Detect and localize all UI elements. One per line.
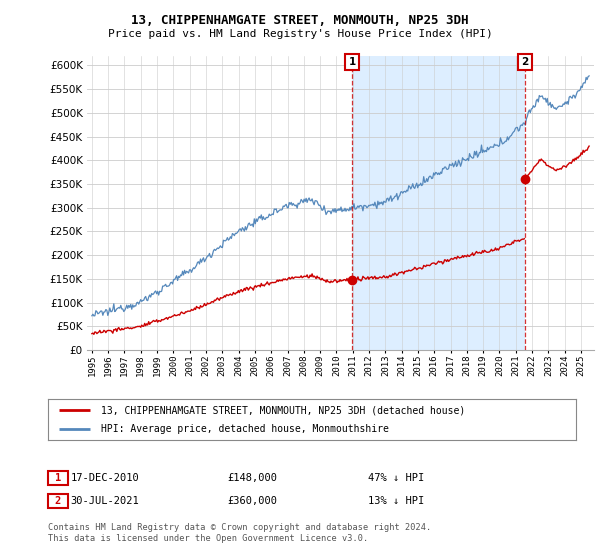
Text: 13, CHIPPENHAMGATE STREET, MONMOUTH, NP25 3DH (detached house): 13, CHIPPENHAMGATE STREET, MONMOUTH, NP2… <box>101 405 465 415</box>
Text: 17-DEC-2010: 17-DEC-2010 <box>71 473 139 483</box>
Text: 1: 1 <box>55 473 61 483</box>
Bar <box>352 56 525 350</box>
Text: £148,000: £148,000 <box>227 473 277 483</box>
Text: 13% ↓ HPI: 13% ↓ HPI <box>368 496 424 506</box>
Text: 2: 2 <box>55 496 61 506</box>
Text: 2: 2 <box>521 57 529 67</box>
Text: 1: 1 <box>349 57 356 67</box>
Text: Price paid vs. HM Land Registry's House Price Index (HPI): Price paid vs. HM Land Registry's House … <box>107 29 493 39</box>
Text: £360,000: £360,000 <box>227 496 277 506</box>
Text: Contains HM Land Registry data © Crown copyright and database right 2024.
This d: Contains HM Land Registry data © Crown c… <box>48 524 431 543</box>
Text: 13, CHIPPENHAMGATE STREET, MONMOUTH, NP25 3DH: 13, CHIPPENHAMGATE STREET, MONMOUTH, NP2… <box>131 14 469 27</box>
Text: HPI: Average price, detached house, Monmouthshire: HPI: Average price, detached house, Monm… <box>101 424 389 433</box>
Text: 47% ↓ HPI: 47% ↓ HPI <box>368 473 424 483</box>
Text: 30-JUL-2021: 30-JUL-2021 <box>71 496 139 506</box>
